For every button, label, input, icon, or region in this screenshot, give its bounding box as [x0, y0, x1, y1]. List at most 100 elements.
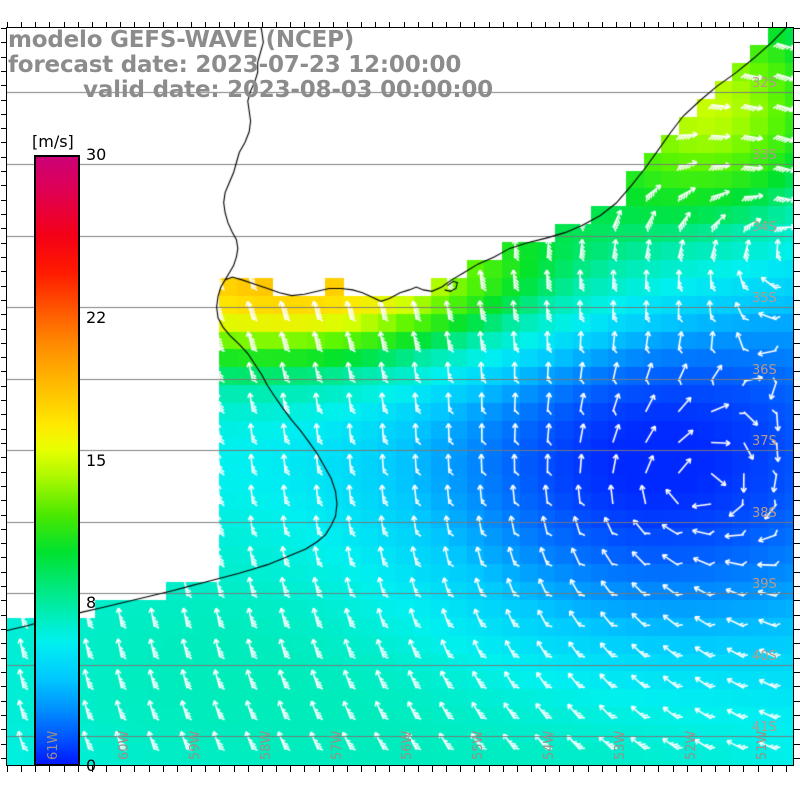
axis-tick	[1, 658, 7, 659]
axis-tick	[177, 766, 178, 772]
axis-tick	[1, 57, 7, 58]
axis-tick	[794, 185, 800, 186]
axis-tick	[1, 114, 7, 115]
axis-tick	[92, 766, 93, 772]
axis-tick	[701, 766, 702, 772]
axis-tick	[673, 22, 674, 28]
axis-tick	[262, 22, 263, 28]
axis-tick	[248, 766, 249, 772]
colorbar-tick-label: 0	[86, 756, 97, 775]
map-plot-area[interactable]	[6, 27, 794, 766]
axis-tick	[794, 515, 800, 516]
axis-tick	[517, 22, 518, 28]
axis-tick	[1, 100, 7, 101]
lon-label: 57W	[329, 730, 345, 760]
axis-tick	[149, 766, 150, 772]
axis-tick	[794, 85, 800, 86]
axis-tick	[794, 271, 800, 272]
axis-tick	[573, 22, 574, 28]
axis-tick	[1, 85, 7, 86]
axis-tick	[191, 766, 192, 772]
axis-tick	[248, 22, 249, 28]
axis-tick	[389, 22, 390, 28]
axis-tick	[1, 142, 7, 143]
axis-tick	[1, 729, 7, 730]
axis-tick	[1, 42, 7, 43]
axis-tick	[92, 22, 93, 28]
axis-tick	[389, 766, 390, 772]
axis-tick	[1, 228, 7, 229]
axis-tick	[794, 672, 800, 673]
axis-tick	[573, 766, 574, 772]
lon-label: 54W	[542, 730, 558, 760]
axis-tick	[78, 22, 79, 28]
axis-tick	[616, 22, 617, 28]
axis-tick	[794, 300, 800, 301]
axis-tick	[644, 22, 645, 28]
axis-tick	[262, 766, 263, 772]
axis-tick	[545, 766, 546, 772]
axis-tick	[64, 766, 65, 772]
axis-tick	[1, 758, 7, 759]
lat-label: 41S	[752, 720, 777, 736]
axis-tick	[715, 22, 716, 28]
axis-tick	[794, 486, 800, 487]
axis-tick	[758, 766, 759, 772]
axis-tick	[794, 100, 800, 101]
axis-tick	[304, 766, 305, 772]
axis-tick	[772, 22, 773, 28]
axis-tick	[588, 766, 589, 772]
figure-title: modelo GEFS-WAVE (NCEP) forecast date: 2…	[8, 28, 568, 103]
axis-tick	[794, 286, 800, 287]
axis-tick	[658, 766, 659, 772]
axis-tick	[794, 543, 800, 544]
axis-tick	[794, 343, 800, 344]
lon-label: 60W	[117, 730, 133, 760]
lat-label: 38S	[752, 505, 777, 521]
axis-tick	[687, 766, 688, 772]
axis-tick	[559, 22, 560, 28]
title-model: modelo GEFS-WAVE (NCEP)	[8, 27, 355, 53]
axis-tick	[794, 729, 800, 730]
lon-label: 58W	[258, 730, 274, 760]
axis-tick	[290, 22, 291, 28]
lon-label: 59W	[188, 730, 204, 760]
axis-tick	[64, 22, 65, 28]
axis-tick	[794, 57, 800, 58]
axis-tick	[1, 286, 7, 287]
axis-tick	[1, 744, 7, 745]
lat-label: 36S	[752, 362, 777, 378]
lon-label: 53W	[612, 730, 628, 760]
colorbar-tick-label: 15	[86, 450, 107, 470]
axis-tick	[446, 22, 447, 28]
axis-tick	[794, 214, 800, 215]
title-valid-date: valid date: 2023-08-03 00:00:00	[83, 77, 493, 103]
axis-tick	[1, 157, 7, 158]
axis-tick	[794, 586, 800, 587]
axis-tick	[794, 701, 800, 702]
axis-tick	[347, 22, 348, 28]
axis-tick	[1, 629, 7, 630]
axis-tick	[319, 766, 320, 772]
axis-tick	[658, 22, 659, 28]
axis-tick	[1, 543, 7, 544]
axis-tick	[1, 300, 7, 301]
axis-tick	[794, 643, 800, 644]
axis-tick	[1, 243, 7, 244]
axis-tick	[1, 686, 7, 687]
axis-tick	[177, 22, 178, 28]
axis-tick	[531, 22, 532, 28]
axis-tick	[743, 22, 744, 28]
axis-tick	[21, 766, 22, 772]
axis-tick	[794, 128, 800, 129]
axis-tick	[446, 766, 447, 772]
axis-tick	[106, 22, 107, 28]
axis-tick	[794, 314, 800, 315]
axis-tick	[319, 22, 320, 28]
wind-speed-field	[7, 28, 793, 765]
axis-tick	[1, 329, 7, 330]
colorbar-unit-label: [m/s]	[30, 132, 76, 151]
axis-tick	[106, 766, 107, 772]
axis-tick	[794, 615, 800, 616]
